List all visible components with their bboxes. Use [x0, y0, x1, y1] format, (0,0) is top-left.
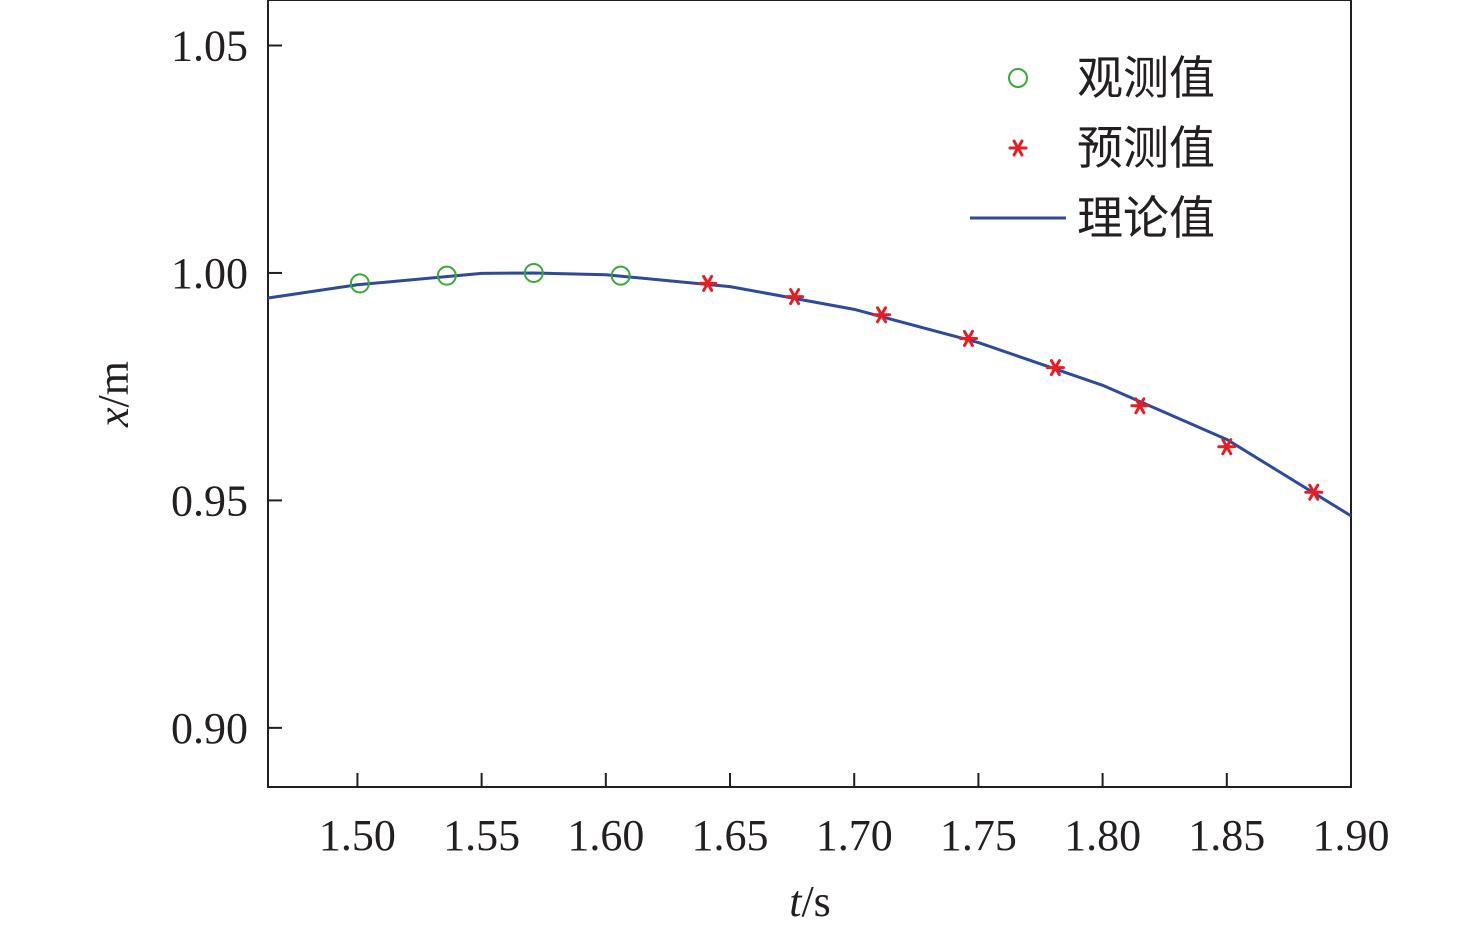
legend-item-predicted: 预测值 — [1008, 121, 1215, 175]
x-tick-label: 1.70 — [816, 811, 893, 860]
predicted-point — [1130, 397, 1150, 415]
x-tick-label: 1.80 — [1064, 811, 1141, 860]
x-tick-label: 1.85 — [1188, 811, 1265, 860]
x-axis-unit: /s — [801, 877, 830, 926]
legend-marker-observed — [1008, 68, 1028, 88]
y-tick-label: 1.00 — [171, 249, 248, 298]
x-tick-label: 1.90 — [1313, 811, 1390, 860]
y-tick-label: 1.05 — [171, 21, 248, 70]
y-axis-var: x — [89, 407, 138, 428]
y-axis-unit: /m — [89, 361, 138, 407]
y-axis-label: x/m — [89, 361, 138, 428]
x-tick-label: 1.75 — [940, 811, 1017, 860]
legend-label-observed: 观测值 — [1077, 51, 1215, 105]
legend: 观测值 预测值 理论值 — [970, 51, 1215, 245]
legend-label-predicted: 预测值 — [1077, 121, 1215, 175]
x-axis-var: t — [789, 877, 803, 926]
y-tick-label: 0.95 — [171, 476, 248, 525]
observed-point — [436, 265, 457, 286]
legend-item-observed: 观测值 — [1008, 51, 1215, 105]
x-tick-label: 1.50 — [319, 811, 396, 860]
predicted-point — [958, 329, 978, 347]
curve-layer — [267, 271, 1352, 518]
observed-point — [523, 262, 544, 283]
x-tick-label: 1.60 — [567, 811, 644, 860]
predicted-point — [785, 288, 805, 306]
predicted-point — [1217, 438, 1237, 456]
observed-point — [349, 273, 370, 294]
legend-item-theoretical: 理论值 — [970, 191, 1215, 245]
legend-label-theoretical: 理论值 — [1077, 191, 1215, 245]
ticks-layer: 1.50 1.55 1.60 1.65 1.70 1.75 1.80 1.85 1.90 0.90… — [171, 21, 1390, 860]
predicted-point — [1045, 359, 1065, 377]
predicted-point — [1304, 483, 1324, 501]
y-tick-label: 0.90 — [171, 704, 248, 753]
theory-curve — [267, 271, 1352, 518]
legend-marker-predicted — [1008, 139, 1028, 157]
points-layer — [349, 262, 1324, 501]
plot-frame — [267, 0, 1352, 788]
x-tick-label: 1.55 — [443, 811, 520, 860]
predicted-point — [872, 306, 892, 324]
observed-point — [610, 265, 631, 286]
predicted-point — [698, 274, 718, 292]
x-axis-label: t/s — [789, 877, 831, 926]
x-tick-label: 1.65 — [692, 811, 769, 860]
